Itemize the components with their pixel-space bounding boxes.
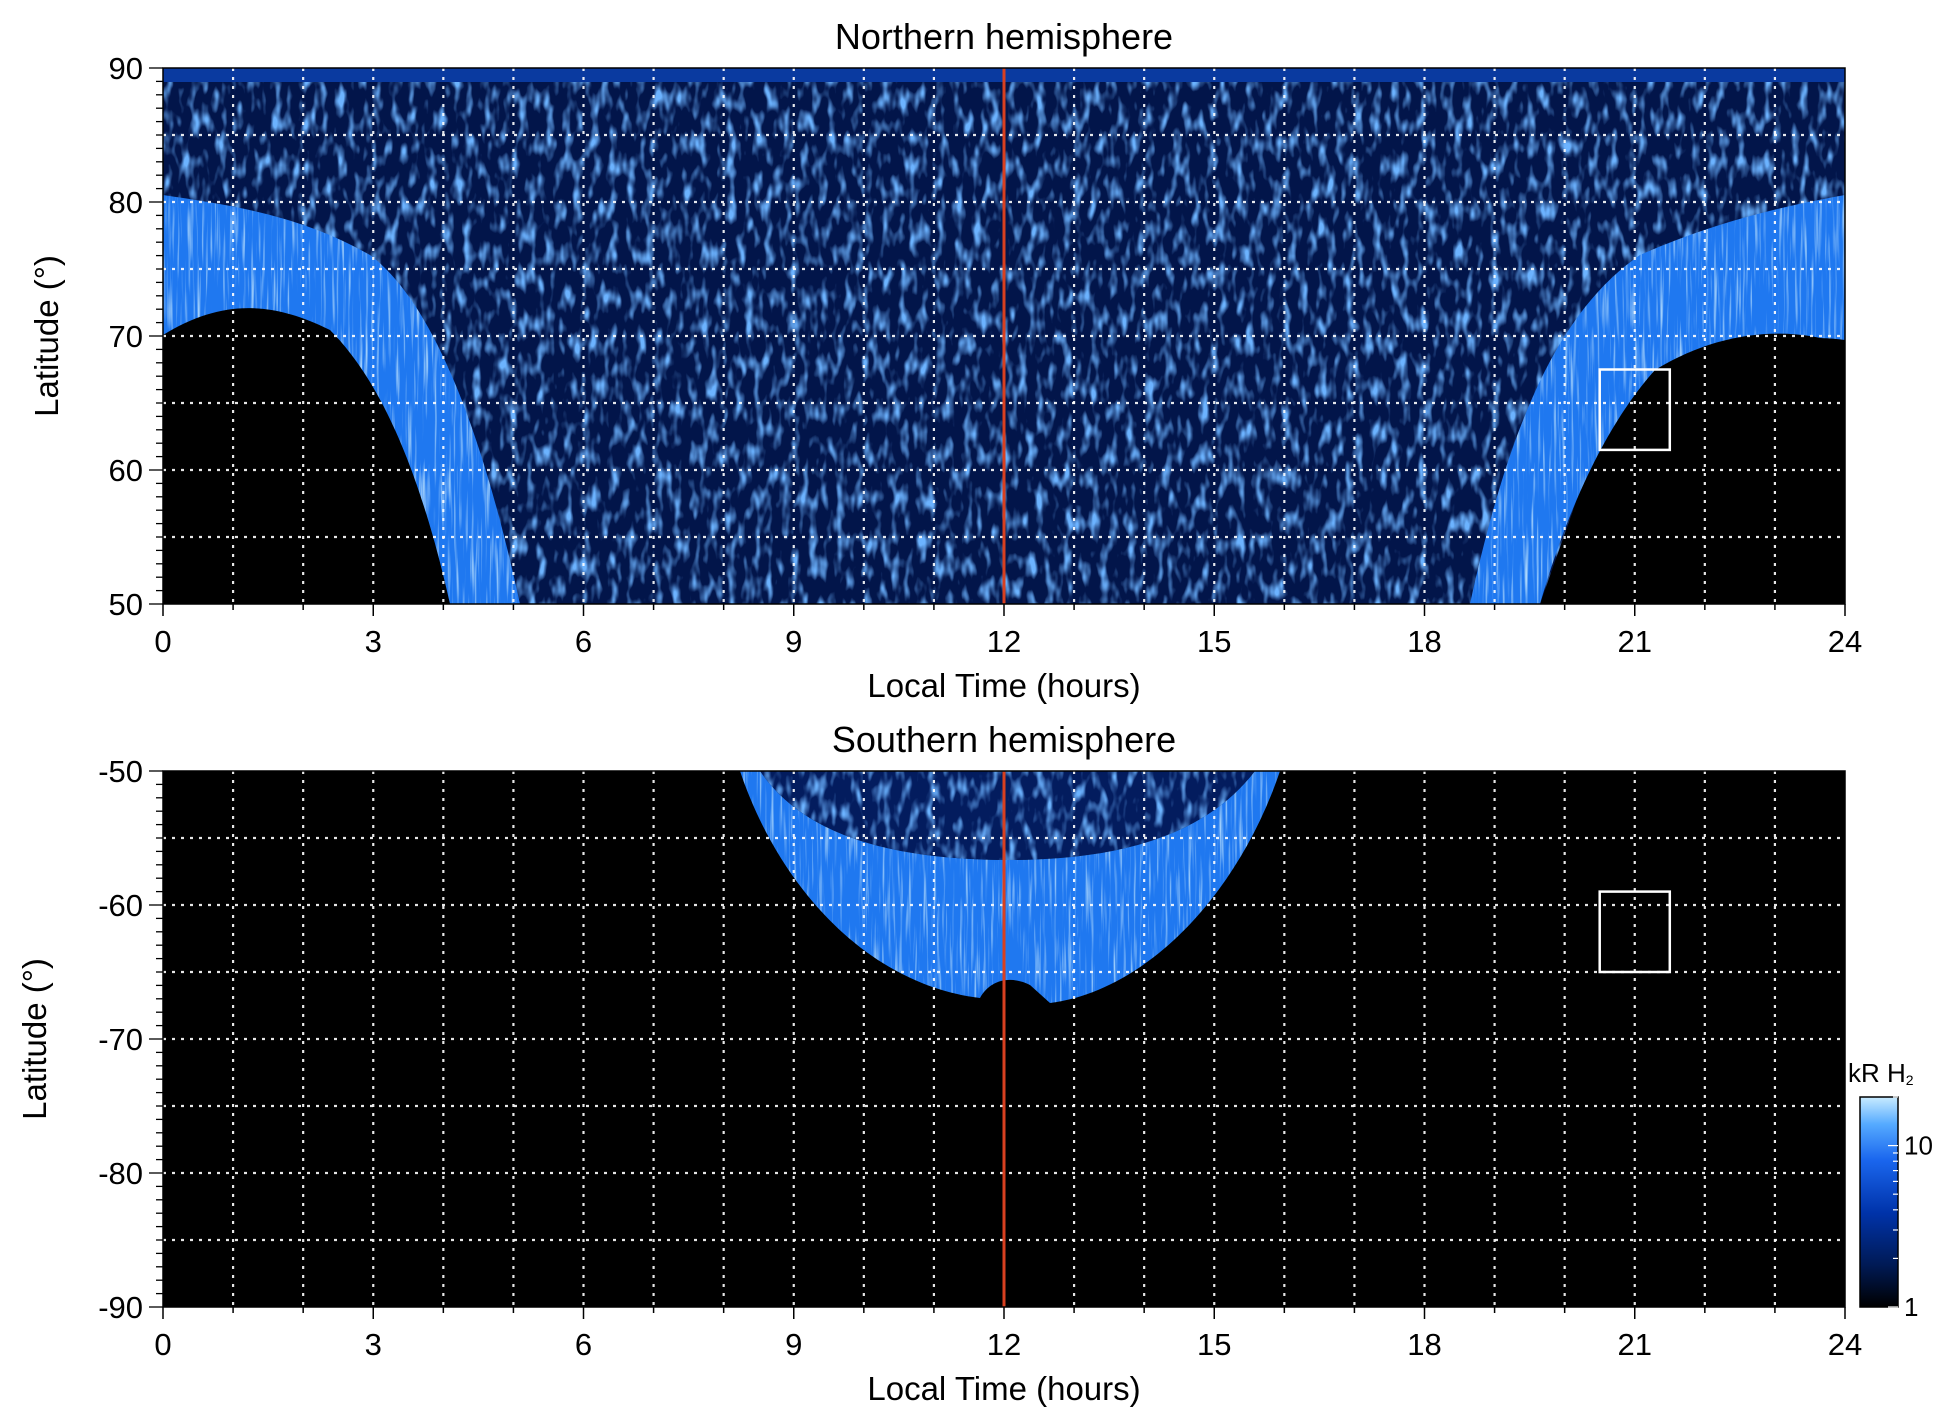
- southern-x-ticks: 0 3 6 9 12 15 18 21 24: [154, 1307, 1862, 1362]
- northern-x-tick-label: 12: [987, 624, 1021, 659]
- southern-y-axis-label: Latitude (°): [16, 958, 53, 1120]
- southern-x-tick-label: 12: [987, 1327, 1021, 1362]
- southern-heatmap: [163, 771, 1845, 1307]
- colorbar-title-subscript: 2: [1906, 1072, 1914, 1088]
- northern-x-axis-label: Local Time (hours): [867, 667, 1140, 704]
- southern-x-tick-label: 15: [1197, 1327, 1231, 1362]
- colorbar-title: kR H2: [1848, 1058, 1914, 1088]
- northern-highlight-box: [1598, 368, 1672, 452]
- northern-x-ticks: 0 3 6 9 12 15 18 21 24: [154, 604, 1862, 659]
- southern-x-tick-label: 0: [154, 1327, 171, 1362]
- northern-x-tick-label: 3: [365, 624, 382, 659]
- southern-y-tick-label: -50: [98, 754, 143, 789]
- colorbar-tick-label: 10: [1904, 1131, 1933, 1161]
- colorbar-ticks: 1 10: [1888, 1096, 1933, 1322]
- southern-x-tick-label: 21: [1618, 1327, 1652, 1362]
- southern-y-tick-label: -90: [98, 1290, 143, 1325]
- colorbar-tick-label: 1: [1904, 1292, 1918, 1322]
- northern-y-tick-label: 90: [109, 51, 143, 86]
- northern-gridlines: [163, 68, 1845, 604]
- northern-x-tick-label: 18: [1407, 624, 1441, 659]
- northern-x-tick-label: 6: [575, 624, 592, 659]
- northern-x-tick-label: 21: [1618, 624, 1652, 659]
- southern-y-tick-label: -80: [98, 1156, 143, 1191]
- northern-x-tick-label: 15: [1197, 624, 1231, 659]
- southern-x-axis-label: Local Time (hours): [867, 1370, 1140, 1407]
- northern-no-data-dawn: [163, 330, 450, 604]
- southern-panel-title: Southern hemisphere: [832, 719, 1176, 760]
- southern-x-tick-label: 24: [1828, 1327, 1862, 1362]
- northern-x-tick-label: 24: [1828, 624, 1862, 659]
- northern-y-tick-label: 50: [109, 587, 143, 622]
- southern-hemisphere-panel: Southern hemisphere 0 3 6 9 12 15 18 21 24 -50 -6…: [16, 719, 1862, 1407]
- colorbar-gradient: [1859, 1096, 1899, 1308]
- northern-x-tick-label: 0: [154, 624, 171, 659]
- northern-y-ticks: 50 60 70 80 90: [109, 51, 163, 622]
- southern-y-tick-label: -60: [98, 888, 143, 923]
- southern-highlight-box: [1598, 890, 1672, 974]
- colorbar: kR H2 1 10: [1848, 1058, 1933, 1322]
- southern-x-tick-label: 18: [1407, 1327, 1441, 1362]
- southern-y-ticks: -50 -60 -70 -80 -90: [98, 754, 163, 1325]
- northern-x-tick-label: 9: [785, 624, 802, 659]
- colorbar-title-main: kR H: [1848, 1058, 1906, 1088]
- northern-y-tick-label: 70: [109, 319, 143, 354]
- northern-y-tick-label: 80: [109, 185, 143, 220]
- northern-heatmap: [163, 68, 1845, 604]
- southern-gridlines: [163, 771, 1845, 1307]
- southern-x-tick-label: 6: [575, 1327, 592, 1362]
- northern-hemisphere-panel: Northern hemisphere 0 3 6 9 12 15 18 21 24 50 60 7…: [28, 16, 1862, 704]
- southern-x-tick-label: 3: [365, 1327, 382, 1362]
- southern-y-tick-label: -70: [98, 1022, 143, 1057]
- southern-x-tick-label: 9: [785, 1327, 802, 1362]
- northern-y-tick-label: 60: [109, 453, 143, 488]
- northern-auroral-oval-streaks: [163, 195, 1845, 604]
- northern-panel-title: Northern hemisphere: [835, 16, 1173, 57]
- northern-y-axis-label: Latitude (°): [28, 255, 65, 417]
